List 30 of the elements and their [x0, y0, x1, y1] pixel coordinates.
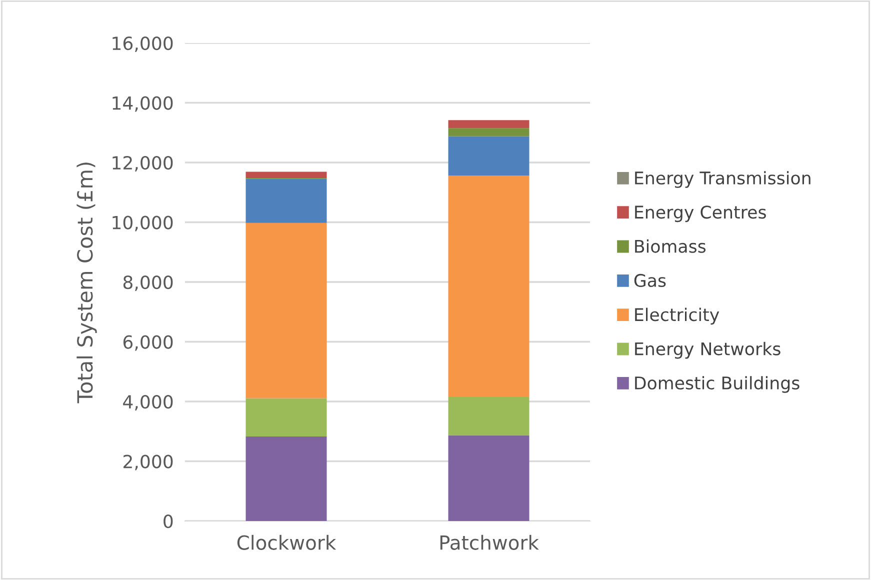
- y-tick-label: 10,000: [112, 216, 173, 232]
- y-axis-title: Total System Cost (£m): [76, 162, 97, 404]
- legend-label: Energy Networks: [635, 342, 780, 359]
- x-tick-label: Clockwork: [237, 534, 336, 550]
- y-tick-label: 16,000: [112, 36, 173, 52]
- legend-label: Biomass: [635, 239, 706, 253]
- y-tick-label: 6,000: [123, 335, 173, 351]
- legend-label: Domestic Buildings: [635, 376, 800, 393]
- bar: [448, 176, 530, 398]
- y-tick-label: 2,000: [124, 454, 173, 470]
- bar: [448, 435, 530, 521]
- bar: [448, 397, 530, 436]
- legend-label: Electricity: [635, 308, 720, 325]
- bar: [246, 436, 327, 521]
- bar: [246, 398, 327, 436]
- y-tick-label: 8,000: [123, 275, 173, 291]
- x-tick-label: Patchwork: [440, 534, 539, 550]
- y-tick-label: 0: [164, 514, 173, 528]
- legend-label: Energy Centres: [635, 206, 766, 222]
- bar: [246, 172, 327, 178]
- bar: [246, 178, 327, 223]
- bar: [246, 222, 327, 398]
- bar: [448, 128, 530, 136]
- y-tick-label: 12,000: [112, 156, 173, 172]
- bar: [448, 120, 530, 128]
- legend-label: Gas: [634, 274, 666, 288]
- bar: [448, 136, 530, 176]
- y-tick-label: 4,000: [123, 394, 173, 410]
- legend-label: Energy Transmission: [635, 171, 810, 188]
- y-tick-label: 14,000: [112, 96, 173, 112]
